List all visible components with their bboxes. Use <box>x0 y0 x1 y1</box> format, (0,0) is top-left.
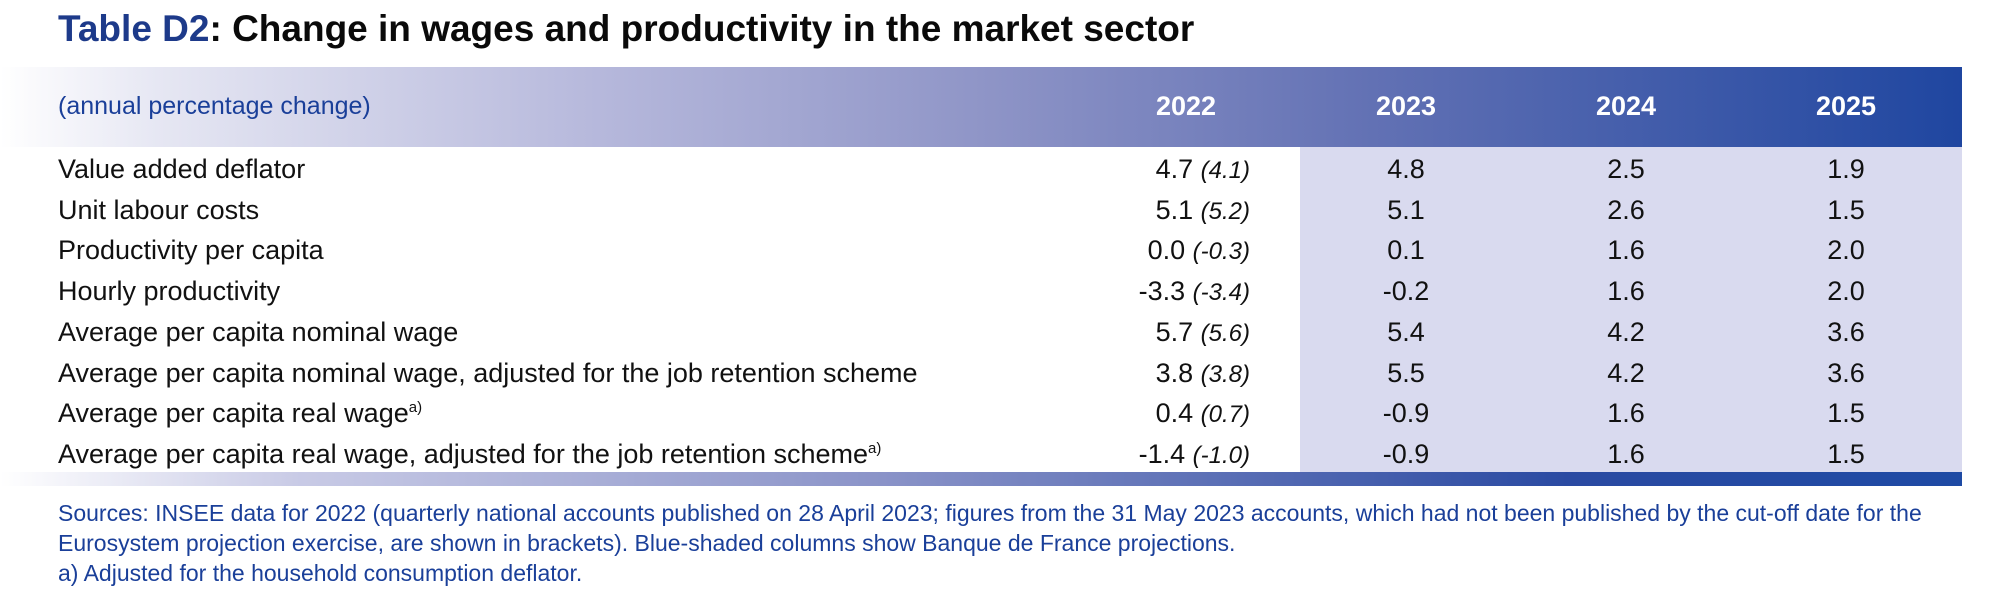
cell-2022: 5.7 (5.6) <box>1156 317 1250 348</box>
footnote-a: a) Adjusted for the household consumptio… <box>58 560 583 586</box>
table-row: Unit labour costs 5.1 (5.2) 5.1 2.6 1.5 <box>0 191 1962 231</box>
cell-2023: -0.9 <box>1382 398 1430 429</box>
row-label-text: Hourly productivity <box>58 276 281 307</box>
cell-2025: 3.6 <box>1827 357 1865 388</box>
cell-2025: 1.5 <box>1827 398 1865 429</box>
row-label: Productivity per capita <box>58 235 324 266</box>
row-label-text: Average per capita nominal wage <box>58 316 459 347</box>
row-label-text: Average per capita nominal wage, adjuste… <box>58 357 918 388</box>
table-title-text: : Change in wages and productivity in th… <box>209 8 1195 49</box>
row-label: Average per capita real wage, adjusted f… <box>58 439 881 470</box>
sources-note: Sources: INSEE data for 2022 (quarterly … <box>58 500 1922 556</box>
value-2022: -3.3 <box>1138 276 1186 307</box>
year-header-2025: 2025 <box>1815 91 1877 121</box>
cell-2022: -3.3 (-3.4) <box>1139 276 1250 307</box>
row-label: Unit labour costs <box>58 195 259 226</box>
table-row: Average per capita nominal wage 5.7 (5.6)… <box>0 313 1962 353</box>
cell-2024: 1.6 <box>1607 276 1645 307</box>
cell-2023: 4.8 <box>1387 154 1425 184</box>
table-row: Average per capita real wagea) 0.4 (0.7) -… <box>0 394 1962 434</box>
cell-2022: 0.4 (0.7) <box>1156 398 1250 429</box>
cell-2023: 5.1 <box>1387 194 1425 225</box>
value-2022-revised: (5.6) <box>1200 319 1250 347</box>
cell-2022: 0.0 (-0.3) <box>1148 235 1250 266</box>
cell-2025: 1.5 <box>1827 438 1865 469</box>
value-2022-revised: (4.1) <box>1200 157 1250 184</box>
cell-2023: 5.5 <box>1387 357 1425 388</box>
cell-2024: 1.6 <box>1607 438 1645 469</box>
row-label-text: Value added deflator <box>58 154 306 184</box>
row-label: Hourly productivity <box>58 276 280 307</box>
table-number: Table D2 <box>58 8 210 49</box>
value-2022: 5.1 <box>1155 194 1194 225</box>
cell-2023: 0.1 <box>1387 235 1425 266</box>
table-row: Productivity per capita 0.0 (-0.3) 0.1 1.6 2… <box>0 231 1962 271</box>
value-2022-revised: (-3.4) <box>1192 279 1250 307</box>
cell-2022: -1.4 (-1.0) <box>1139 439 1250 470</box>
cell-2023: -0.2 <box>1382 276 1430 307</box>
table-row: Hourly productivity -3.3 (-3.4) -0.2 1.6 2.0 <box>0 272 1962 312</box>
row-label: Average per capita real wagea) <box>58 398 422 429</box>
value-2022: 3.8 <box>1155 357 1194 388</box>
cell-2024: 4.2 <box>1607 316 1645 347</box>
value-2022: 0.4 <box>1155 398 1194 429</box>
cell-2022: 3.8 (3.8) <box>1156 358 1250 389</box>
cell-2025: 2.0 <box>1827 276 1865 307</box>
row-label: Average per capita nominal wage, adjuste… <box>58 358 918 389</box>
cell-2023: 5.4 <box>1387 316 1425 347</box>
cell-2025: 1.5 <box>1827 194 1865 225</box>
row-label-text: Unit labour costs <box>58 194 260 225</box>
year-header-2024: 2024 <box>1595 91 1657 121</box>
cell-2024: 1.6 <box>1607 398 1645 429</box>
unit-label: (annual percentage change) <box>58 92 371 120</box>
cell-2024: 4.2 <box>1607 357 1645 388</box>
year-header-2023: 2023 <box>1375 91 1437 121</box>
value-2022-revised: (-1.0) <box>1192 441 1250 469</box>
value-2022-revised: (-0.3) <box>1192 238 1250 266</box>
row-label-text: Productivity per capita <box>58 235 324 266</box>
value-2022-revised: (3.8) <box>1200 360 1250 388</box>
table-row: Value added deflator 4.7 (4.1) 4.8 2.5 1.9 <box>0 150 1962 190</box>
footnote-marker: a) <box>868 439 882 457</box>
value-2022: -1.4 <box>1138 438 1186 469</box>
value-2022-revised: (0.7) <box>1200 401 1250 429</box>
header-band <box>0 67 1962 147</box>
year-header-2022: 2022 <box>1155 91 1217 121</box>
cell-2024: 2.6 <box>1607 194 1645 225</box>
value-2022: 0.0 <box>1147 235 1186 266</box>
value-2022: 5.7 <box>1155 316 1194 347</box>
row-label-text: Average per capita real wage <box>58 398 409 429</box>
cell-2022: 5.1 (5.2) <box>1156 195 1250 226</box>
table-title: Table D2: Change in wages and productivi… <box>58 8 1194 50</box>
value-2022: 4.7 <box>1155 154 1194 184</box>
row-label: Value added deflator <box>58 154 305 185</box>
cell-2024: 1.6 <box>1607 235 1645 266</box>
cell-2022: 4.7 (4.1) <box>1156 154 1250 185</box>
cell-2025: 2.0 <box>1827 235 1865 266</box>
row-label-text: Average per capita real wage, adjusted f… <box>58 438 868 469</box>
row-label: Average per capita nominal wage <box>58 317 458 348</box>
table-row: Average per capita real wage, adjusted f… <box>0 435 1962 475</box>
value-2022-revised: (5.2) <box>1200 197 1250 225</box>
table-row: Average per capita nominal wage, adjuste… <box>0 354 1962 394</box>
notes: Sources: INSEE data for 2022 (quarterly … <box>58 498 1968 588</box>
cell-2024: 2.5 <box>1607 154 1645 184</box>
cell-2025: 1.9 <box>1827 154 1865 184</box>
footnote-marker: a) <box>408 399 423 417</box>
cell-2023: -0.9 <box>1382 438 1430 469</box>
cell-2025: 3.6 <box>1827 316 1865 347</box>
bottom-band <box>0 472 1962 486</box>
projection-shading <box>1300 147 1962 472</box>
